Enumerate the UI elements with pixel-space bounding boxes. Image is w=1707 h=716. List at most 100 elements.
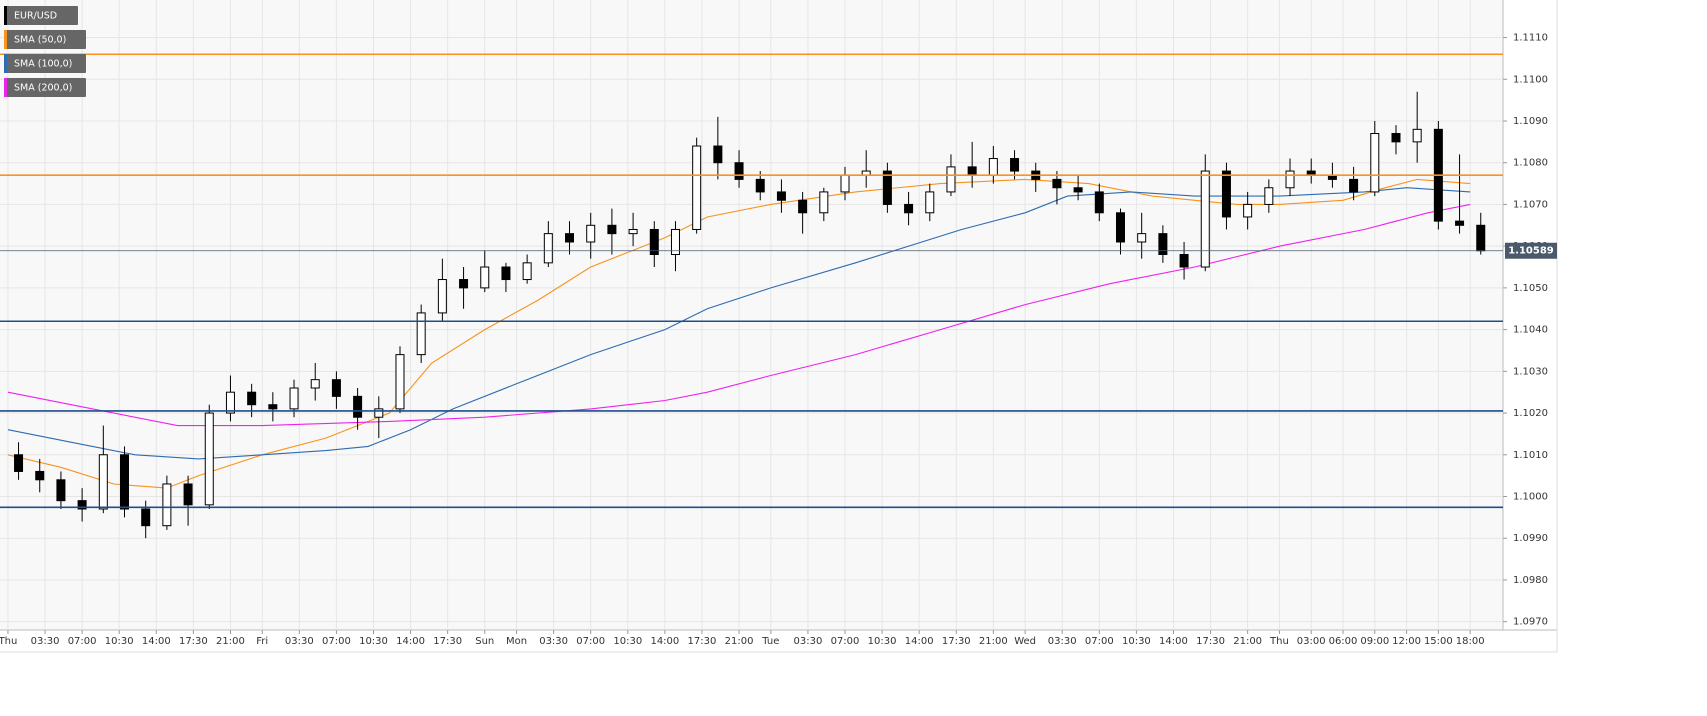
legend-swatch (4, 30, 7, 49)
candle-body (904, 203, 914, 214)
candle-body (98, 454, 108, 510)
candle-body (1476, 224, 1486, 252)
candle-body (310, 379, 320, 389)
candle-body (543, 233, 553, 264)
y-tick-label: 1.1100 (1513, 74, 1548, 85)
x-tick-label: 07:00 (68, 636, 97, 647)
candle-body (713, 145, 723, 164)
candle-body (119, 454, 129, 510)
candle-body (798, 199, 808, 214)
candle-body (1158, 233, 1168, 256)
legend-swatch (4, 78, 7, 97)
x-tick-label: 12:00 (1392, 636, 1421, 647)
candle-body (649, 228, 659, 256)
candle-body (586, 224, 596, 243)
candle-body (289, 387, 299, 410)
candle-body (1455, 220, 1465, 226)
candle-body (1179, 254, 1189, 268)
candle-body (14, 454, 24, 472)
y-tick-label: 1.1000 (1513, 491, 1548, 502)
candle-body (776, 191, 786, 201)
candle-body (946, 166, 956, 193)
x-tick-label: 14:00 (142, 636, 171, 647)
y-tick-label: 1.1030 (1513, 366, 1548, 377)
legend-swatch (4, 54, 7, 73)
x-tick-label: 03:30 (31, 636, 60, 647)
candle-body (670, 228, 680, 256)
candle-body (204, 412, 214, 506)
candle-body (331, 379, 341, 397)
legend-label: SMA (50,0) (14, 35, 66, 46)
x-tick-label: 17:30 (1196, 636, 1225, 647)
x-tick-label: 09:00 (1360, 636, 1389, 647)
candle-body (565, 233, 575, 243)
candle-body (56, 479, 66, 502)
candle-body (353, 395, 363, 418)
candle-body (1010, 158, 1020, 172)
last-price-box (1505, 242, 1557, 259)
legend-label: SMA (100,0) (14, 59, 72, 70)
candle-body (1285, 170, 1295, 189)
candle-body (734, 162, 744, 180)
candle-body (1412, 128, 1422, 143)
candle-body (755, 178, 765, 193)
candle-body (1370, 133, 1380, 193)
candle-body (607, 224, 617, 235)
candle-body (1073, 187, 1083, 193)
x-tick-label: 14:00 (650, 636, 679, 647)
x-tick-label: 03:30 (285, 636, 314, 647)
candle-body (1349, 178, 1359, 193)
candle-body (183, 483, 193, 506)
candle-body (437, 279, 447, 314)
candle-body (988, 158, 998, 176)
y-tick-label: 1.0980 (1513, 575, 1548, 586)
last-price-label: 1.10589 (1508, 246, 1554, 257)
x-tick-label: 07:00 (831, 636, 860, 647)
x-tick-label: 17:30 (942, 636, 971, 647)
y-tick-label: 1.1080 (1513, 158, 1548, 169)
x-tick-label: Tue (761, 636, 779, 647)
candle-body (395, 354, 405, 410)
plot-area (0, 0, 1503, 630)
x-tick-label: Thu (1269, 636, 1289, 647)
candle-body (840, 174, 850, 193)
y-tick-label: 1.1020 (1513, 408, 1548, 419)
y-tick-label: 1.1040 (1513, 325, 1548, 336)
candle-body (1115, 212, 1125, 243)
candle-body (882, 170, 892, 205)
y-tick-label: 1.1010 (1513, 450, 1548, 461)
legend-swatch (4, 6, 7, 25)
candle-body (1200, 170, 1210, 268)
candle-body (1094, 191, 1104, 214)
x-tick-label: 03:30 (794, 636, 823, 647)
candle-body (1391, 133, 1401, 143)
candle-body (225, 391, 235, 414)
candle-body (480, 266, 490, 289)
x-tick-label: 10:30 (613, 636, 642, 647)
x-tick-label: 07:00 (322, 636, 351, 647)
x-tick-label: Sun (475, 636, 494, 647)
candle-body (374, 408, 384, 418)
y-tick-label: 1.1070 (1513, 199, 1548, 210)
x-tick-label: 10:30 (868, 636, 897, 647)
x-tick-label: 17:30 (433, 636, 462, 647)
candle-body (1264, 187, 1274, 205)
x-tick-label: 18:00 (1456, 636, 1485, 647)
x-tick-label: 17:30 (688, 636, 717, 647)
x-tick-label: 21:00 (725, 636, 754, 647)
y-tick-label: 1.0990 (1513, 533, 1548, 544)
candle-body (1243, 203, 1253, 218)
x-tick-label: 14:00 (905, 636, 934, 647)
x-tick-label: 21:00 (979, 636, 1008, 647)
x-tick-label: 14:00 (396, 636, 425, 647)
x-tick-label: 10:30 (1122, 636, 1151, 647)
x-tick-label: Wed (1014, 636, 1036, 647)
x-tick-label: Mon (506, 636, 527, 647)
legend-label: EUR/USD (14, 11, 57, 22)
sma-line (7, 203, 1471, 427)
x-tick-label: 03:30 (1048, 636, 1077, 647)
candle-body (268, 404, 278, 410)
candle-body (1137, 233, 1147, 243)
x-tick-label: 03:30 (539, 636, 568, 647)
